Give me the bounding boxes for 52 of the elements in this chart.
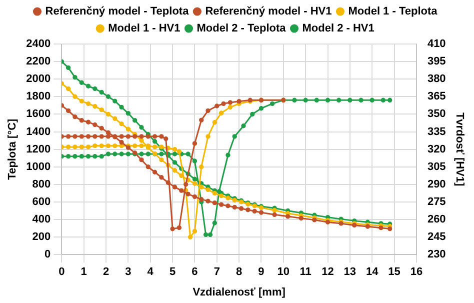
y2-tick-label: 230 [427,248,446,261]
legend-label: Model 2 - Teplota [196,22,287,35]
x-tick-label: 4 [147,266,154,278]
y-tick-label: 2400 [26,38,51,50]
y2-axis-title: Tvrdosť [HV1] [453,112,466,186]
y-tick-label: 1800 [26,90,51,103]
x-tick-label: 14 [366,266,380,278]
y2-tick-label: 335 [427,126,446,138]
y-tick-label: 0 [44,248,51,261]
x-tick-label: 10 [277,266,290,278]
x-tick-label: 13 [344,266,356,278]
y2-tick-label: 290 [427,178,446,190]
y2-tick-label: 410 [427,38,446,50]
x-tick-label: 8 [236,266,242,278]
y-tick-label: 200 [32,231,51,244]
y-tick-label: 800 [32,178,51,190]
y-tick-label: 2000 [26,73,51,86]
legend-label: Model 2 - HV1 [302,22,374,35]
y2-tick-label: 320 [427,143,446,156]
y2-tick-label: 365 [427,90,446,103]
y-tick-label: 1600 [26,108,51,120]
y2-tick-label: 305 [427,160,446,173]
x-axis-title: Vzdialenosť [mm] [192,286,286,298]
y2-tick-label: 245 [427,231,446,244]
x-tick-label: 6 [192,266,198,278]
x-tick-label: 16 [410,266,423,278]
legend-label: Referenčný model - Teplota [45,6,190,18]
legend-label: Model 1 - Teplota [348,6,438,18]
y2-tick-label: 350 [427,108,446,120]
x-tick-label: 15 [388,266,400,278]
y2-tick-label: 395 [427,56,446,68]
legend-label: Referenčný model - HV1 [205,6,332,18]
x-tick-label: 3 [125,266,132,278]
x-tick-label: 7 [214,266,220,278]
y2-tick-label: 380 [427,73,446,86]
y-tick-label: 600 [32,196,51,208]
y-tick-label: 1400 [26,126,51,138]
x-tick-label: 1 [80,266,87,278]
legend-label: Model 1 - HV1 [108,22,180,35]
y-tick-label: 1200 [26,143,51,156]
y2-tick-label: 260 [427,214,446,226]
x-tick-label: 12 [322,266,334,278]
x-tick-label: 11 [300,266,312,278]
y-tick-label: 1000 [26,160,51,173]
y-tick-label: 2200 [26,56,51,68]
y2-tick-label: 275 [427,196,446,208]
x-tick-label: 0 [58,266,65,278]
y-axis-title: Teplota [°C] [6,118,19,180]
x-tick-label: 2 [102,266,110,278]
y-tick-label: 400 [32,214,51,226]
x-tick-label: 9 [258,266,264,278]
x-tick-label: 5 [169,266,176,278]
